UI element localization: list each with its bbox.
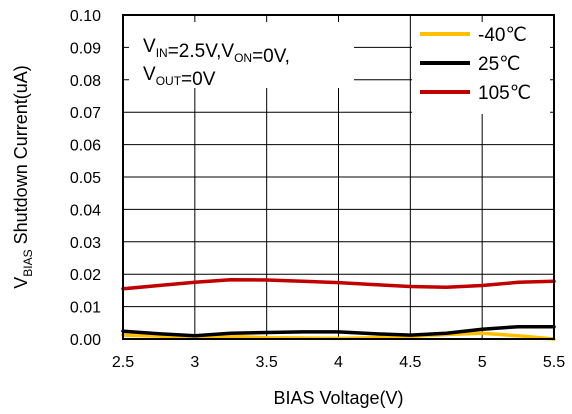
y-tick-label: 0.00 bbox=[70, 332, 101, 349]
y-tick-label: 0.07 bbox=[70, 105, 101, 122]
y-tick-label: 0.06 bbox=[70, 138, 101, 155]
legend-label: 105℃ bbox=[478, 83, 531, 104]
x-tick-label: 4 bbox=[334, 354, 343, 371]
y-tick-label: 0.02 bbox=[70, 267, 101, 284]
annotation-box: VIN=2.5V,VON=0V, VOUT=0V bbox=[129, 22, 354, 90]
y-tick-label: 0.10 bbox=[70, 8, 101, 25]
y-tick-label: 0.01 bbox=[70, 300, 101, 317]
y-axis-label: VBIAS Shutdown Current(uA) bbox=[11, 65, 35, 288]
y-tick-labels: 0.00 0.01 0.02 0.03 0.04 0.05 0.06 0.07 0.08 0.09… bbox=[70, 8, 101, 349]
x-tick-label: 2.5 bbox=[112, 354, 134, 371]
annotation-line-2: VOUT=0V bbox=[143, 64, 216, 90]
legend: -40℃ 25℃ 105℃ bbox=[412, 22, 550, 114]
legend-label: 25℃ bbox=[478, 54, 520, 75]
y-tick-label: 0.05 bbox=[70, 170, 101, 187]
y-axis-label-suffix: Shutdown Current(uA) bbox=[11, 65, 31, 249]
plot-frame bbox=[122, 14, 555, 340]
x-tick-labels: 2.5 3 3.5 4 4.5 5 5.5 bbox=[112, 354, 565, 371]
x-tick-label: 3 bbox=[190, 354, 199, 371]
annotation-line-1: VIN=2.5V,VON=0V, bbox=[143, 36, 290, 67]
y-tick-label: 0.08 bbox=[70, 73, 101, 90]
y-tick-label: 0.09 bbox=[70, 40, 101, 57]
x-axis-label: BIAS Voltage(V) bbox=[273, 388, 403, 408]
y-axis-label-prefix: V bbox=[11, 277, 31, 289]
x-tick-label: 3.5 bbox=[256, 354, 278, 371]
x-tick-label: 5 bbox=[478, 354, 487, 371]
series-line bbox=[121, 324, 556, 338]
y-axis-label-subscript: BIAS bbox=[21, 249, 35, 276]
x-tick-label: 4.5 bbox=[399, 354, 421, 371]
series-line bbox=[121, 277, 556, 291]
y-tick-label: 0.04 bbox=[70, 202, 101, 219]
y-tick-label: 0.03 bbox=[70, 235, 101, 252]
legend-label: -40℃ bbox=[478, 25, 527, 46]
x-tick-label: 5.5 bbox=[543, 354, 565, 371]
